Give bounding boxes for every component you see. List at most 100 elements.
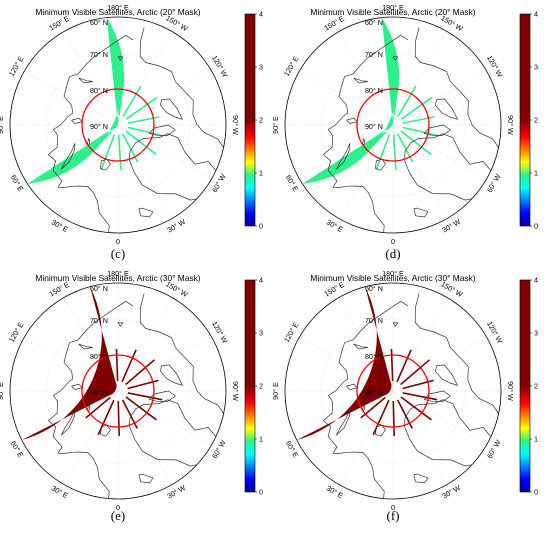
colorbar-tick-label: 4 — [534, 276, 538, 285]
coverage-spike — [117, 400, 120, 437]
coverage-spike — [396, 133, 414, 163]
coverage-spike — [375, 134, 391, 171]
latitude-label: 90° N — [90, 388, 108, 397]
coastline — [100, 424, 111, 437]
coastline — [322, 34, 409, 233]
coastline — [47, 300, 134, 499]
coastline — [138, 473, 154, 484]
coastline — [139, 293, 224, 414]
coverage-spike — [362, 131, 387, 156]
coastline — [128, 133, 217, 201]
colorbar-tick-label: 3 — [259, 329, 263, 338]
coverage-spike — [400, 359, 431, 386]
map-panel-d: Minimum Visible Satellites, Arctic (20° … — [271, 0, 550, 266]
longitude-label: 0 — [116, 237, 120, 246]
colorbar-tick-label: 2 — [259, 382, 263, 391]
meridian-line — [338, 124, 394, 219]
coastline — [160, 98, 183, 120]
latitude-label: 70° N — [365, 50, 383, 59]
coastline — [117, 322, 124, 327]
colorbar-tick-label: 3 — [534, 63, 538, 72]
panel-title: Minimum Visible Satellites, Arctic (20° … — [35, 7, 201, 17]
coverage-spike — [396, 349, 412, 383]
latitude-label: 90° N — [90, 122, 108, 131]
meridian-line — [392, 390, 487, 446]
latitude-label: 60° N — [365, 284, 383, 293]
panel-title: Minimum Visible Satellites, Arctic (30° … — [35, 273, 201, 283]
meridian-line — [63, 124, 119, 219]
meridian-line — [392, 124, 487, 180]
coastline — [117, 56, 124, 61]
longitude-label: 0 — [391, 503, 395, 512]
coastline — [423, 124, 451, 136]
longitude-label: 90° E — [0, 382, 5, 400]
longitude-label: 90° W — [506, 381, 515, 401]
latitude-label: 90° N — [365, 388, 383, 397]
coastline — [403, 399, 492, 467]
coverage-spike — [392, 400, 395, 437]
coastline — [414, 293, 499, 414]
latitude-label: 60° N — [365, 18, 383, 27]
panel-label: (d) — [385, 246, 401, 261]
coastline — [160, 364, 183, 386]
coastline — [375, 158, 386, 171]
coastline — [423, 390, 451, 402]
coastline — [139, 27, 224, 148]
meridian-line — [117, 336, 212, 392]
latitude-label: 70° N — [90, 316, 108, 325]
meridian-line — [63, 390, 119, 485]
longitude-label: 180° E — [107, 3, 129, 12]
colorbar-tick-label: 4 — [259, 10, 263, 19]
colorbar-tick-label: 4 — [534, 10, 538, 19]
colorbar-tick-label: 1 — [534, 435, 538, 444]
longitude-label: 90° E — [271, 116, 280, 134]
colorbar-tick-label: 1 — [259, 435, 263, 444]
colorbar-tick-label: 2 — [534, 116, 538, 125]
colorbar-tick-label: 1 — [259, 169, 263, 178]
coverage-spike — [402, 392, 438, 401]
coastline — [435, 364, 458, 386]
coverage-spike — [87, 131, 112, 156]
meridian-line — [299, 70, 394, 126]
colorbar-tick-label: 2 — [259, 116, 263, 125]
longitude-label: 90° E — [271, 382, 280, 400]
longitude-label: 90° E — [0, 116, 5, 134]
coastline — [392, 322, 399, 327]
coverage-spike — [402, 116, 435, 124]
panel-label: (e) — [110, 508, 126, 523]
coverage-spike — [125, 130, 157, 155]
colorbar-tick-label: 0 — [534, 222, 538, 231]
colorbar — [519, 13, 531, 227]
coverage-spike — [127, 116, 160, 124]
coastline — [413, 473, 429, 484]
colorbar-tick-label: 2 — [534, 382, 538, 391]
latitude-label: 80° N — [365, 352, 383, 361]
coastline — [100, 158, 111, 171]
coverage-spike — [127, 379, 159, 390]
coverage-spike — [396, 399, 413, 429]
coastline — [60, 409, 76, 436]
longitude-label: 0 — [391, 237, 395, 246]
coastline — [353, 343, 368, 350]
meridian-line — [117, 297, 173, 392]
coastline — [414, 27, 499, 148]
coverage-spike — [125, 396, 157, 421]
coastline — [148, 390, 176, 402]
meridian-line — [117, 390, 173, 485]
coverage-spike — [390, 348, 394, 382]
coastline — [353, 77, 368, 84]
longitude-label: 90° W — [506, 115, 515, 135]
coastline — [78, 343, 93, 350]
panel-title: Minimum Visible Satellites, Arctic (20° … — [310, 7, 476, 17]
coverage-spike — [360, 396, 386, 419]
meridian-line — [338, 390, 394, 485]
highlight-circle-80n — [356, 88, 430, 162]
coverage-spike — [121, 133, 139, 163]
coastline — [78, 77, 93, 84]
coverage-spike — [125, 96, 158, 120]
longitude-label: 0 — [116, 503, 120, 512]
longitude-label: 180° E — [107, 269, 129, 278]
longitude-label: 180° E — [382, 269, 404, 278]
coverage-spike — [115, 348, 119, 382]
